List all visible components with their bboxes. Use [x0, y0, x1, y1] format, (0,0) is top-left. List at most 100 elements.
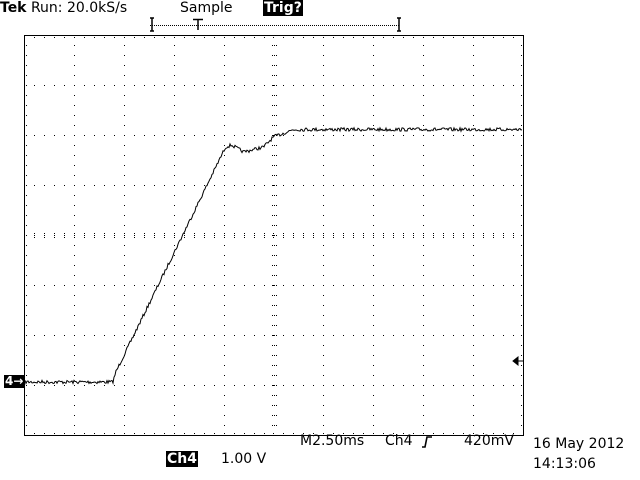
grid-dot: [473, 95, 474, 96]
edge-tick: [521, 385, 522, 386]
grid-dot: [323, 35, 324, 36]
grid-dot: [493, 85, 494, 86]
grid-dot: [134, 285, 135, 286]
edge-tick: [393, 37, 394, 38]
edge-tick: [104, 433, 105, 434]
center-tick: [24, 233, 25, 234]
grid-dot: [323, 115, 324, 116]
grid-dot: [214, 135, 215, 136]
edge-tick: [521, 185, 522, 186]
grid-dot: [423, 205, 424, 206]
grid-dot: [264, 235, 265, 236]
grid-dot: [283, 385, 284, 386]
center-tick: [423, 233, 424, 234]
trigger-level-marker: [512, 355, 523, 367]
center-tick: [276, 75, 277, 76]
center-tick: [276, 275, 277, 276]
grid-dot: [274, 145, 275, 146]
edge-tick: [26, 215, 27, 216]
center-tick: [94, 233, 95, 234]
grid-dot: [373, 385, 374, 386]
grid-dot: [403, 85, 404, 86]
grid-dot: [124, 405, 125, 406]
edge-tick: [521, 35, 522, 36]
grid-dot: [333, 85, 334, 86]
grid-dot: [274, 245, 275, 246]
center-tick: [493, 233, 494, 234]
grid-dot: [224, 105, 225, 106]
center-tick: [272, 385, 273, 386]
grid-dot: [443, 285, 444, 286]
center-tick: [513, 233, 514, 234]
trigger-status-badge: Trig?: [263, 0, 303, 16]
grid-dot: [473, 225, 474, 226]
grid-dot: [74, 165, 75, 166]
edge-tick: [453, 37, 454, 38]
grid-dot: [124, 185, 125, 186]
grid-dot: [393, 135, 394, 136]
grid-dot: [373, 265, 374, 266]
edge-tick: [114, 433, 115, 434]
grid-dot: [124, 75, 125, 76]
grid-dot: [373, 95, 374, 96]
edge-tick: [453, 433, 454, 434]
grid-dot: [224, 255, 225, 256]
grid-dot: [373, 115, 374, 116]
edge-tick: [254, 433, 255, 434]
edge-tick: [26, 375, 27, 376]
grid-dot: [323, 235, 324, 236]
grid-dot: [174, 35, 175, 36]
grid-dot: [54, 235, 55, 236]
grid-dot: [264, 335, 265, 336]
grid-dot: [124, 335, 125, 336]
grid-dot: [194, 185, 195, 186]
grid-dot: [493, 185, 494, 186]
grid-dot: [393, 335, 394, 336]
edge-tick: [174, 433, 175, 434]
center-tick: [453, 237, 454, 238]
grid-dot: [44, 235, 45, 236]
grid-dot: [204, 85, 205, 86]
grid-dot: [423, 125, 424, 126]
center-tick: [124, 233, 125, 234]
grid-dot: [84, 285, 85, 286]
grid-dot: [84, 185, 85, 186]
edge-tick: [521, 45, 522, 46]
center-tick: [264, 233, 265, 234]
grid-dot: [74, 265, 75, 266]
grid-dot: [373, 275, 374, 276]
edge-tick: [104, 37, 105, 38]
grid-dot: [353, 85, 354, 86]
center-tick: [134, 233, 135, 234]
grid-dot: [373, 395, 374, 396]
grid-dot: [124, 55, 125, 56]
edge-tick: [26, 205, 27, 206]
grid-dot: [323, 325, 324, 326]
grid-dot: [224, 305, 225, 306]
center-tick: [393, 237, 394, 238]
edge-tick: [26, 225, 27, 226]
edge-tick: [521, 435, 522, 436]
edge-tick: [521, 365, 522, 366]
grid-dot: [473, 255, 474, 256]
center-tick: [276, 225, 277, 226]
grid-dot: [244, 135, 245, 136]
center-tick: [272, 335, 273, 336]
grid-dot: [174, 325, 175, 326]
center-tick: [276, 45, 277, 46]
center-tick: [272, 435, 273, 436]
grid-dot: [174, 335, 175, 336]
grid-dot: [423, 315, 424, 316]
grid-dot: [274, 165, 275, 166]
grid-dot: [144, 185, 145, 186]
edge-tick: [521, 375, 522, 376]
center-tick: [204, 233, 205, 234]
grid-dot: [433, 335, 434, 336]
center-tick: [272, 155, 273, 156]
edge-tick: [503, 37, 504, 38]
grid-dot: [383, 285, 384, 286]
center-tick: [214, 233, 215, 234]
channel-4-ground-marker[interactable]: 4→: [4, 374, 25, 388]
grid-dot: [224, 395, 225, 396]
center-tick: [276, 145, 277, 146]
